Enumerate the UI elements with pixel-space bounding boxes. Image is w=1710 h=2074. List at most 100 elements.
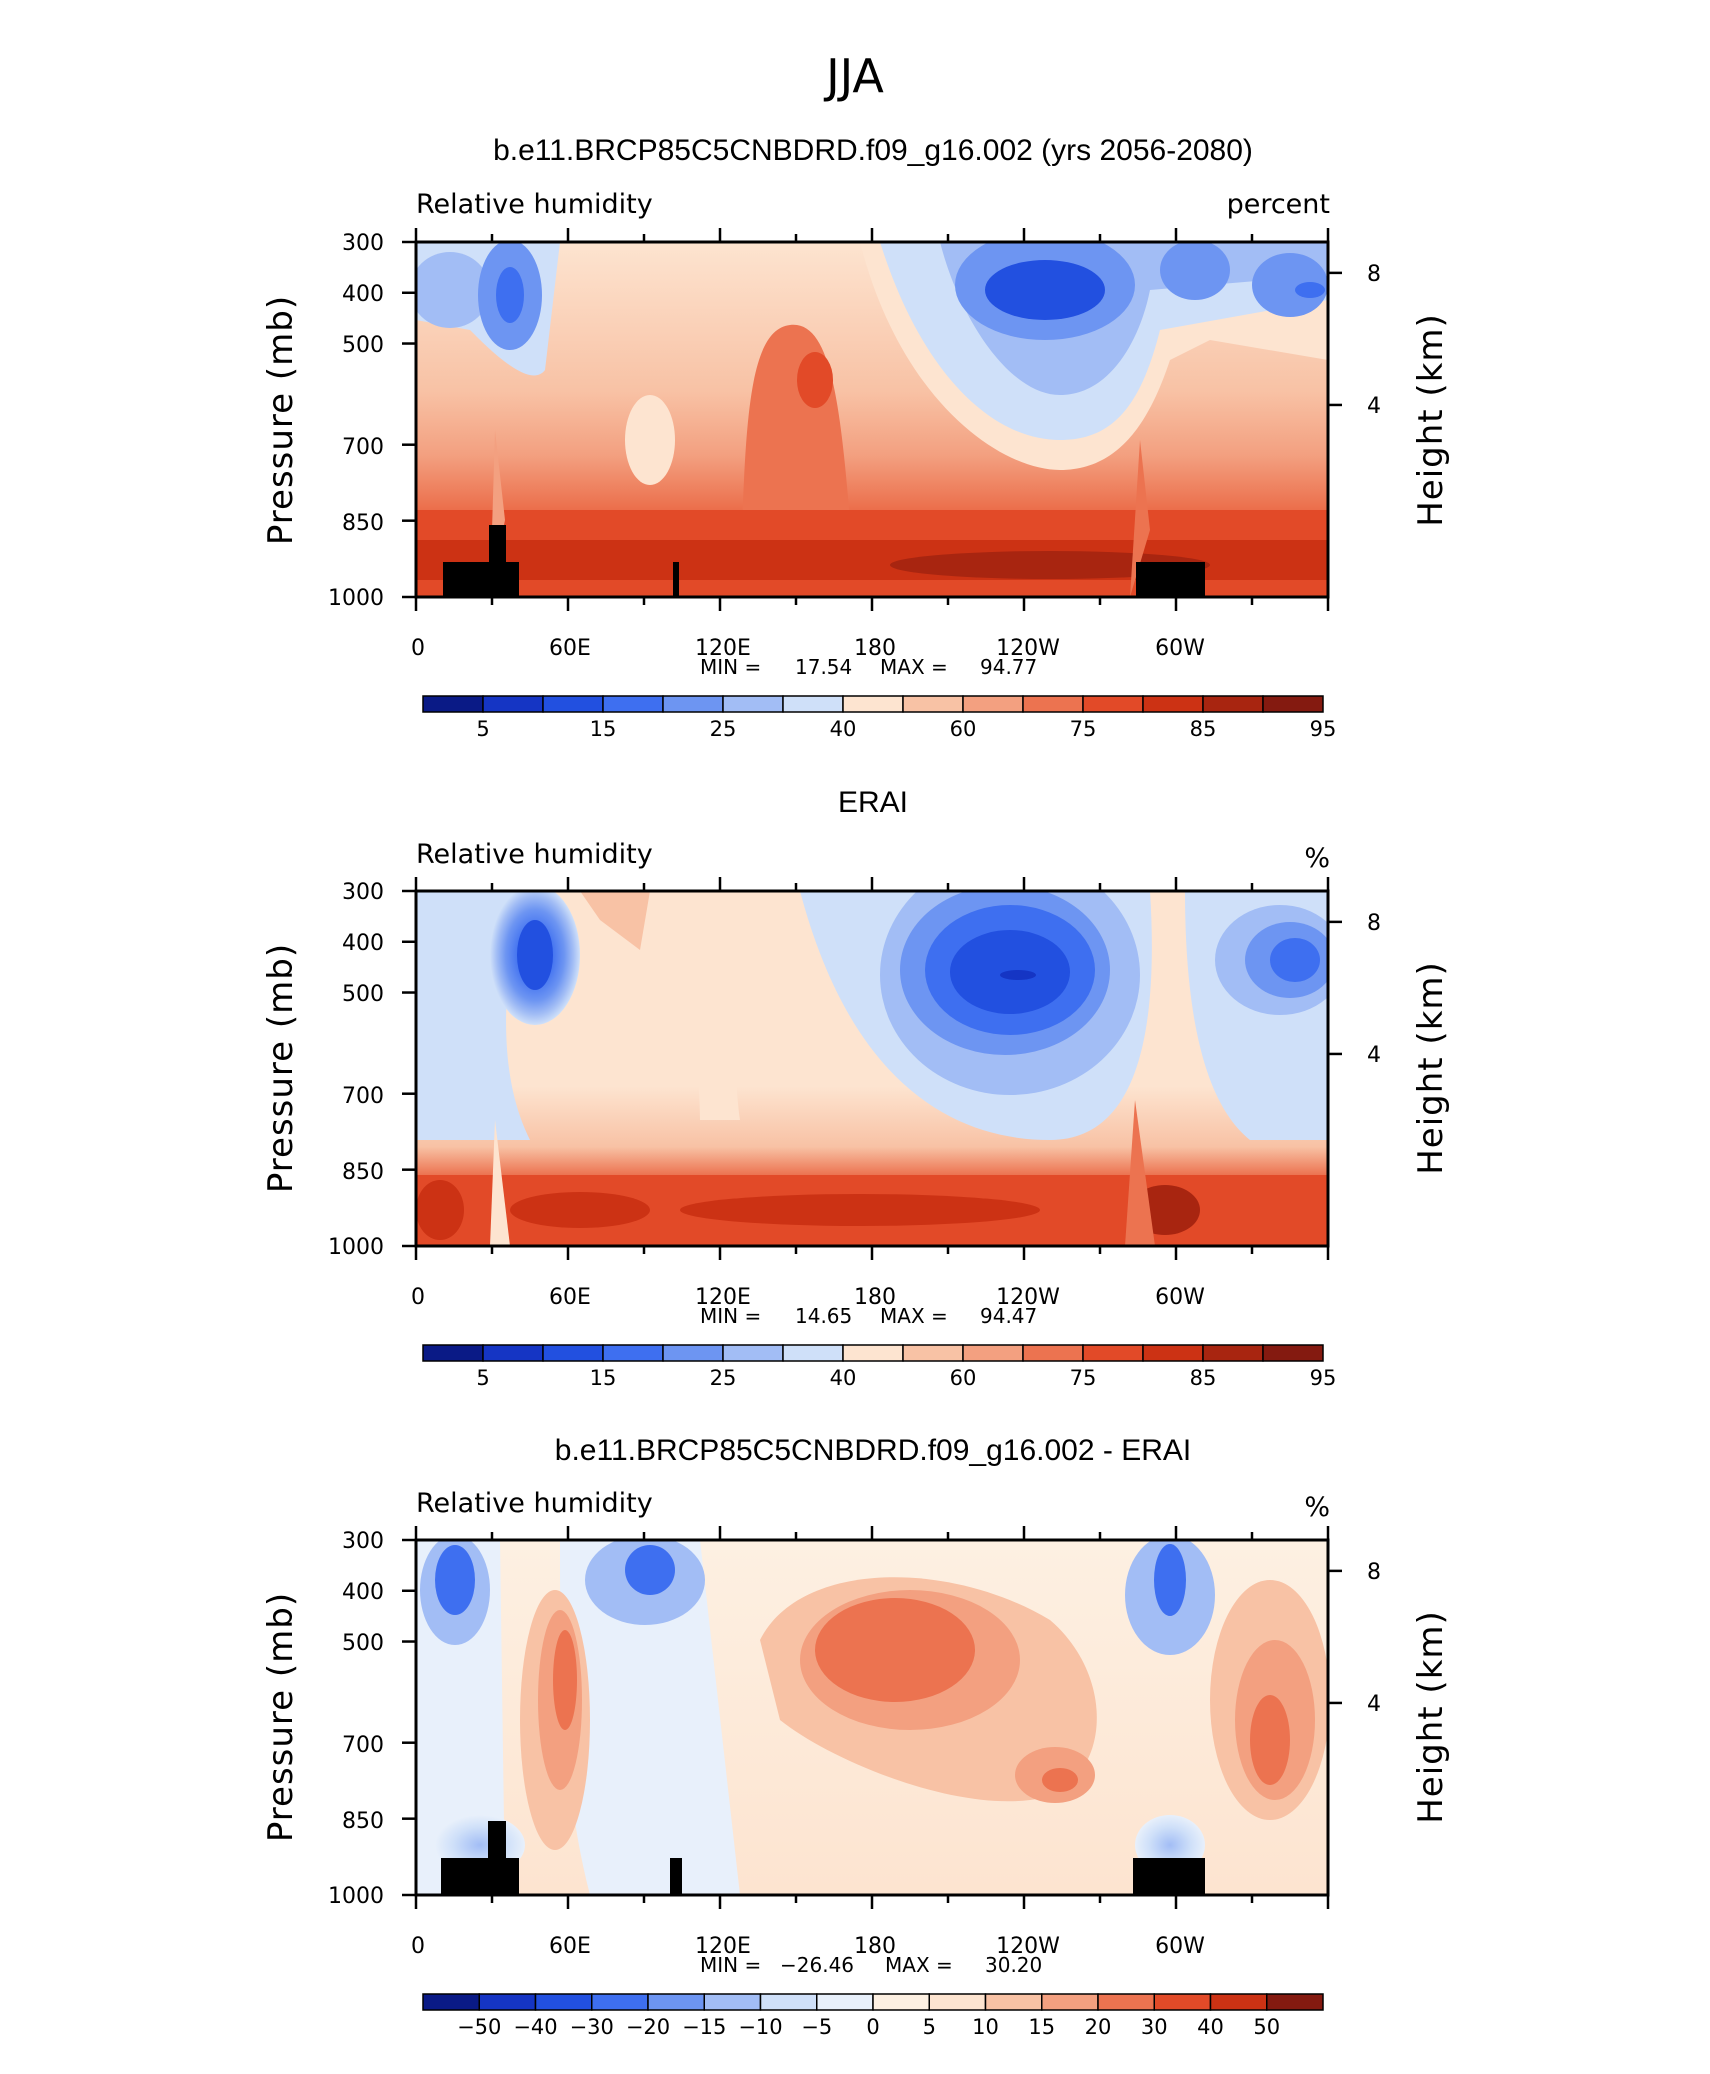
colorbar-label: −30	[570, 2015, 614, 2039]
min-value: 14.65	[795, 1304, 852, 1328]
y-axis-label: Pressure (mb)	[261, 1592, 301, 1842]
colorbar-swatch	[478, 1993, 537, 2011]
colorbar-swatch	[722, 695, 784, 713]
colorbar-swatch	[1262, 1344, 1324, 1362]
colorbar-label: 30	[1141, 2015, 1168, 2039]
colorbar-label: 25	[710, 717, 737, 741]
colorbar-swatch	[962, 1344, 1024, 1362]
variable-label: Relative humidity	[416, 839, 653, 870]
contour-field	[416, 891, 1328, 1246]
contour-field	[416, 242, 1328, 597]
colorbar-swatch	[962, 695, 1024, 713]
y-tick-labels: 300 400 500 700 850 1000	[328, 880, 384, 1260]
max-label: MAX =	[885, 1953, 953, 1977]
colorbar-label: 5	[476, 717, 489, 741]
y2-tick: 4	[1367, 394, 1381, 419]
y-tick: 300	[342, 231, 384, 256]
colorbar-swatch	[759, 1993, 818, 2011]
colorbar-swatch	[602, 1344, 664, 1362]
y2-tick-labels: 8 4	[1367, 911, 1381, 1068]
panel-title: b.e11.BRCP85C5CNBDRD.f09_g16.002 (yrs 20…	[493, 134, 1253, 167]
colorbar-swatch	[422, 1993, 480, 2011]
x-tick: 180	[854, 1285, 896, 1310]
variable-label: Relative humidity	[416, 189, 653, 220]
x-tick: 120W	[996, 636, 1060, 661]
colorbar-label: 60	[950, 1366, 977, 1390]
colorbar-swatch	[1153, 1993, 1212, 2011]
y-tick: 1000	[328, 586, 384, 611]
colorbar-swatch	[1082, 695, 1144, 713]
colorbar-label: 60	[950, 717, 977, 741]
max-value: 94.77	[980, 655, 1037, 679]
y-tick-labels: 300 400 500 700 850 1000	[328, 1529, 384, 1909]
min-max-readout: MIN = 14.65 MAX = 94.47	[700, 1304, 1037, 1328]
x-tick: 0	[411, 1934, 425, 1959]
max-value: 94.47	[980, 1304, 1037, 1328]
units-label: %	[1304, 1492, 1330, 1523]
panel-erai: ERAI Relative humidity %	[261, 786, 1451, 1390]
y-tick-labels: 300 400 500 700 850 1000	[328, 231, 384, 611]
colorbar-label: 40	[830, 717, 857, 741]
y2-axis-label: Height (km)	[1411, 1610, 1451, 1824]
colorbar-label: 40	[1197, 2015, 1224, 2039]
colorbar-label: −40	[513, 2015, 557, 2039]
colorbar-swatch	[703, 1993, 762, 2011]
colorbar-swatch	[422, 1344, 484, 1362]
max-label: MAX =	[880, 655, 948, 679]
colorbar-swatch	[602, 695, 664, 713]
colorbar-swatch	[1142, 695, 1204, 713]
colorbar-swatch	[782, 1344, 844, 1362]
colorbar-label: 15	[1028, 2015, 1055, 2039]
colorbar-swatch	[842, 1344, 904, 1362]
min-label: MIN =	[700, 1953, 761, 1977]
min-value: −26.46	[780, 1953, 854, 1977]
x-tick: 60E	[549, 636, 591, 661]
y-tick: 400	[342, 1580, 384, 1605]
colorbar-swatch	[662, 1344, 724, 1362]
colorbar-label: 0	[866, 2015, 879, 2039]
y2-tick-labels: 8 4	[1367, 1560, 1381, 1717]
x-tick-labels: 0 60E 120E 180 120W 60W	[411, 636, 1205, 661]
y-tick: 300	[342, 880, 384, 905]
colorbar-label: 20	[1085, 2015, 1112, 2039]
x-tick: 0	[411, 636, 425, 661]
colorbar-swatch	[1262, 695, 1324, 713]
y2-tick: 8	[1367, 1560, 1381, 1585]
colorbar-label: 95	[1310, 717, 1337, 741]
colorbar-label: 75	[1070, 717, 1097, 741]
colorbar-label: 15	[590, 717, 617, 741]
max-value: 30.20	[985, 1953, 1042, 1977]
colorbar-label: 85	[1190, 717, 1217, 741]
colorbar-label: −15	[682, 2015, 726, 2039]
y-tick: 1000	[328, 1235, 384, 1260]
y-tick: 500	[342, 1631, 384, 1656]
colorbar-swatch	[1202, 695, 1264, 713]
colorbar-swatch	[1097, 1993, 1155, 2011]
x-tick: 180	[854, 636, 896, 661]
colorbar-swatch	[1022, 695, 1084, 713]
figure-title: JJA	[823, 49, 884, 103]
colorbar-swatch	[534, 1993, 593, 2011]
colorbar-swatch	[782, 695, 844, 713]
land-mask	[441, 1821, 1205, 1895]
y2-tick-labels: 8 4	[1367, 262, 1381, 419]
y-tick: 700	[342, 1733, 384, 1758]
colorbar-label: −20	[626, 2015, 670, 2039]
colorbar-swatch	[591, 1993, 649, 2011]
y-tick: 700	[342, 1084, 384, 1109]
x-tick-labels: 0 60E 120E 180 120W 60W	[411, 1285, 1205, 1310]
x-tick: 0	[411, 1285, 425, 1310]
colorbar-label: 10	[972, 2015, 999, 2039]
y2-axis-label: Height (km)	[1411, 313, 1451, 527]
colorbar-swatch	[542, 1344, 604, 1362]
colorbar-label: 15	[590, 1366, 617, 1390]
colorbar: −50 −40 −30 −20 −15 −10 −5 0 5 10 15 20 30 40 50	[422, 1993, 1324, 2039]
colorbar-swatch	[902, 1344, 964, 1362]
y-tick: 300	[342, 1529, 384, 1554]
y2-tick: 8	[1367, 911, 1381, 936]
colorbar-swatch	[1082, 1344, 1144, 1362]
x-tick: 180	[854, 1934, 896, 1959]
panel-difference: b.e11.BRCP85C5CNBDRD.f09_g16.002 - ERAI …	[261, 1434, 1451, 2039]
x-tick: 120E	[695, 636, 751, 661]
